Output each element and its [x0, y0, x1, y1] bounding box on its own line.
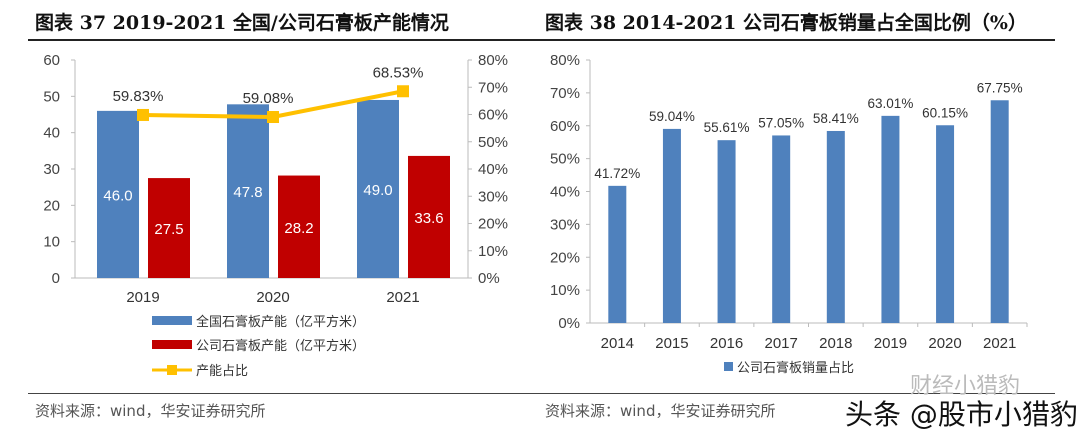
x-tick-label: 2014 [601, 335, 634, 352]
legend-label-national: 全国石膏板产能（亿平方米） [196, 314, 365, 329]
y2-tick-label: 60% [478, 107, 508, 124]
y2-tick-label: 10% [478, 243, 508, 260]
share-bar [881, 115, 900, 324]
legend-label-company: 公司石膏板产能（亿平方米） [196, 338, 365, 353]
y2-tick-label: 30% [478, 188, 508, 205]
national-capacity-bar [227, 104, 269, 279]
y-tick-label: 20% [550, 249, 580, 266]
watermark-faint: 财经小猎豹 [910, 374, 1021, 399]
x-tick-label: 2021 [983, 335, 1016, 352]
y2-tick-label: 80% [478, 52, 508, 69]
legend-swatch [724, 362, 733, 371]
national-capacity-label: 46.0 [103, 187, 132, 204]
y-tick-label: 70% [550, 85, 580, 102]
footer-rule [28, 393, 1055, 394]
bar-value-label: 60.15% [922, 105, 968, 120]
share-bar [772, 135, 791, 323]
right-source: 资料来源：wind，华安证券研究所 [545, 402, 776, 420]
y-tick-label: 20 [43, 197, 60, 214]
bar-value-label: 55.61% [704, 120, 750, 135]
x-tick-label: 2020 [928, 335, 961, 352]
right-title-rule [540, 39, 1055, 41]
x-tick-label: 2016 [710, 335, 743, 352]
share-bar [717, 140, 736, 323]
national-capacity-bar [357, 99, 399, 278]
x-tick-label: 2017 [765, 335, 798, 352]
company-capacity-bar [278, 175, 320, 278]
legend-swatch-company [152, 340, 192, 349]
legend-label: 公司石膏板销量占比 [737, 360, 854, 375]
share-bar [608, 185, 627, 323]
y2-tick-label: 0% [478, 270, 500, 287]
share-marker [267, 111, 279, 124]
company-capacity-label: 33.6 [414, 210, 443, 227]
y-tick-label: 80% [550, 52, 580, 69]
y-tick-label: 10 [43, 234, 60, 251]
y-tick-label: 40 [43, 125, 60, 142]
share-label: 68.53% [373, 64, 424, 81]
x-tick-label: 2019 [126, 289, 159, 306]
share-marker [397, 85, 409, 98]
y-tick-label: 60 [43, 52, 60, 69]
share-bar [826, 130, 845, 323]
y2-tick-label: 20% [478, 216, 508, 233]
y-tick-label: 50 [43, 88, 60, 105]
right-chart-title: 图表 38 2014-2021 公司石膏板销量占全国比例（%） [545, 12, 1027, 34]
company-capacity-bar [148, 178, 190, 278]
x-tick-label: 2020 [256, 289, 289, 306]
share-bar [936, 125, 955, 324]
share-marker [137, 108, 149, 121]
company-capacity-label: 27.5 [154, 221, 183, 238]
left-chart-title: 图表 37 2019-2021 全国/公司石膏板产能情况 [35, 12, 449, 34]
x-tick-label: 2018 [819, 335, 852, 352]
sales-share-chart: 0% 10% 20% 30% 40% 50% 60% 70% 80% 41.72% 2014 59.0… [550, 52, 1028, 375]
y-tick-label: 30 [43, 161, 60, 178]
y-tick-label: 10% [550, 282, 580, 299]
y-tick-label: 0% [558, 315, 580, 332]
national-capacity-label: 49.0 [363, 182, 392, 199]
share-bar [662, 128, 681, 323]
bar-value-label: 59.04% [649, 109, 695, 124]
share-label: 59.08% [243, 90, 294, 107]
company-capacity-bar [408, 155, 450, 278]
company-capacity-label: 28.2 [284, 220, 313, 237]
national-capacity-bar [97, 110, 139, 278]
y-tick-label: 30% [550, 216, 580, 233]
bar-value-label: 67.75% [977, 80, 1023, 95]
y2-tick-label: 70% [478, 79, 508, 96]
legend-label-share: 产能占比 [196, 363, 248, 378]
share-bar [990, 100, 1009, 323]
bar-value-label: 57.05% [758, 115, 804, 130]
share-label: 59.83% [113, 88, 164, 105]
bar-value-label: 58.41% [813, 111, 859, 126]
legend-marker-share [167, 365, 177, 375]
x-tick-label: 2021 [386, 289, 419, 306]
left-title-rule [28, 39, 540, 41]
y2-tick-label: 40% [478, 161, 508, 178]
y-tick-label: 50% [550, 151, 580, 168]
y2-tick-label: 50% [478, 134, 508, 151]
y-tick-label: 60% [550, 118, 580, 135]
x-tick-label: 2015 [655, 335, 688, 352]
national-capacity-label: 47.8 [233, 184, 262, 201]
y-tick-label: 40% [550, 184, 580, 201]
watermark: 头条 @股市小猎豹 [845, 398, 1078, 431]
y-tick-label: 0 [52, 270, 60, 287]
x-tick-label: 2019 [874, 335, 907, 352]
legend-swatch-national [152, 316, 192, 325]
capacity-chart: 0 10 20 30 40 50 60 0% 10% 20% 30% 40% 50% 60% 70% 80% 4… [43, 52, 508, 378]
bar-value-label: 63.01% [868, 96, 914, 111]
left-source: 资料来源：wind，华安证券研究所 [35, 402, 266, 420]
bar-value-label: 41.72% [594, 166, 640, 181]
